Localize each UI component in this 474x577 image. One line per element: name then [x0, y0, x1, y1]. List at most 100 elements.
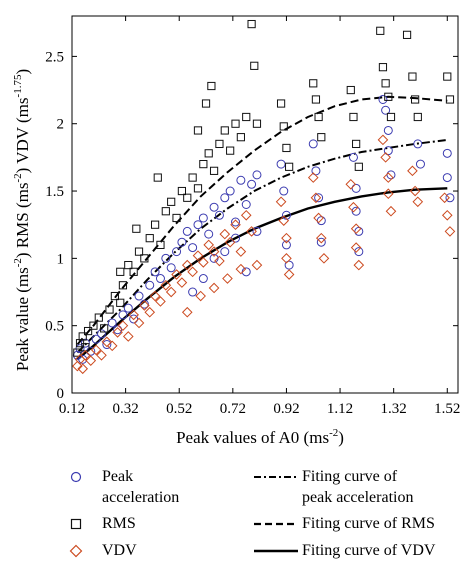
data-point: [443, 72, 452, 81]
data-point: [112, 327, 123, 338]
data-point: [198, 213, 208, 223]
data-point: [411, 95, 420, 104]
data-point: [442, 148, 452, 158]
data-point: [246, 226, 257, 237]
x-tick-label: 0.32: [112, 401, 138, 417]
data-point: [354, 226, 364, 236]
data-point: [281, 253, 292, 264]
legend-label-rms: RMS: [102, 515, 136, 532]
fit-curve-dash-dot: [76, 138, 448, 354]
data-point: [351, 183, 361, 193]
data-point: [91, 334, 101, 344]
data-point: [279, 122, 288, 131]
x-tick-label: 0.52: [166, 401, 192, 417]
data-point: [444, 226, 456, 237]
diamond-marker-icon: [62, 540, 102, 562]
x-tick-label: 0.92: [273, 401, 299, 417]
data-point: [208, 246, 220, 257]
data-point: [278, 215, 290, 226]
data-point: [252, 119, 262, 128]
data-point: [314, 112, 323, 122]
data-point: [230, 219, 241, 231]
data-point: [382, 188, 394, 200]
legend-item-peak: Peak acceleration: [62, 466, 179, 508]
data-point: [110, 291, 119, 301]
dashed-line-icon: [252, 513, 302, 535]
data-point: [177, 237, 187, 247]
data-point: [231, 233, 241, 243]
data-point: [241, 200, 251, 209]
data-point: [309, 79, 318, 88]
data-point: [172, 247, 182, 257]
legend-label-fit-peak: Fiting curve of peak acceleration: [302, 468, 414, 506]
data-point: [384, 92, 393, 101]
data-point: [145, 280, 155, 290]
data-point: [171, 269, 182, 280]
data-point: [445, 193, 455, 203]
data-point: [116, 298, 125, 307]
data-point: [348, 201, 359, 213]
x-tick-label: 0.12: [59, 401, 85, 417]
data-point: [317, 133, 326, 142]
data-point: [378, 63, 388, 72]
data-point: [94, 313, 103, 322]
fit-curve-dash: [76, 95, 448, 346]
data-point: [378, 94, 388, 104]
data-point: [166, 263, 176, 273]
data-point: [96, 349, 107, 361]
data-point: [195, 290, 206, 302]
data-point: [124, 260, 133, 270]
data-point: [236, 175, 246, 185]
legend-item-fit-rms: Fiting curve of RMS: [252, 513, 435, 535]
legend-item-fit-vdv: Fiting curve of VDV: [252, 540, 435, 562]
data-point: [352, 139, 361, 149]
data-point: [177, 186, 187, 196]
data-point: [156, 240, 165, 249]
data-point: [145, 234, 154, 243]
data-point: [129, 314, 139, 324]
data-point: [282, 143, 291, 153]
data-point: [350, 242, 362, 253]
data-point: [199, 160, 208, 169]
data-point: [132, 224, 141, 233]
data-point: [208, 282, 220, 294]
data-point: [204, 149, 213, 158]
data-point: [382, 172, 394, 183]
data-point: [144, 306, 156, 318]
data-point: [407, 165, 418, 177]
data-point: [220, 247, 230, 257]
data-point: [106, 340, 118, 352]
data-point: [192, 250, 204, 261]
data-point: [209, 166, 219, 175]
square-marker-icon: [62, 513, 102, 535]
data-point: [73, 348, 82, 357]
data-point: [188, 173, 197, 182]
data-point: [201, 99, 211, 108]
data-point: [313, 212, 324, 224]
data-point: [311, 95, 321, 104]
data-point: [252, 226, 262, 236]
data-point: [140, 254, 149, 263]
circle-marker-icon: [62, 466, 102, 488]
data-point: [122, 331, 134, 342]
data-point: [214, 255, 225, 267]
data-point: [167, 197, 176, 206]
data-point: [346, 85, 355, 95]
data-point: [193, 220, 203, 230]
data-point: [198, 274, 208, 284]
data-point: [354, 162, 363, 171]
data-point: [85, 355, 97, 366]
data-point: [252, 170, 262, 180]
data-point: [183, 193, 192, 202]
data-point: [311, 166, 321, 176]
data-point: [276, 99, 286, 108]
data-point: [345, 178, 357, 190]
data-point: [226, 146, 235, 155]
data-point: [118, 281, 128, 290]
data-point: [128, 309, 139, 321]
data-point: [408, 72, 417, 81]
series-diamond: [72, 134, 456, 375]
data-point: [316, 216, 326, 226]
data-point: [176, 277, 188, 288]
data-point: [107, 318, 117, 328]
